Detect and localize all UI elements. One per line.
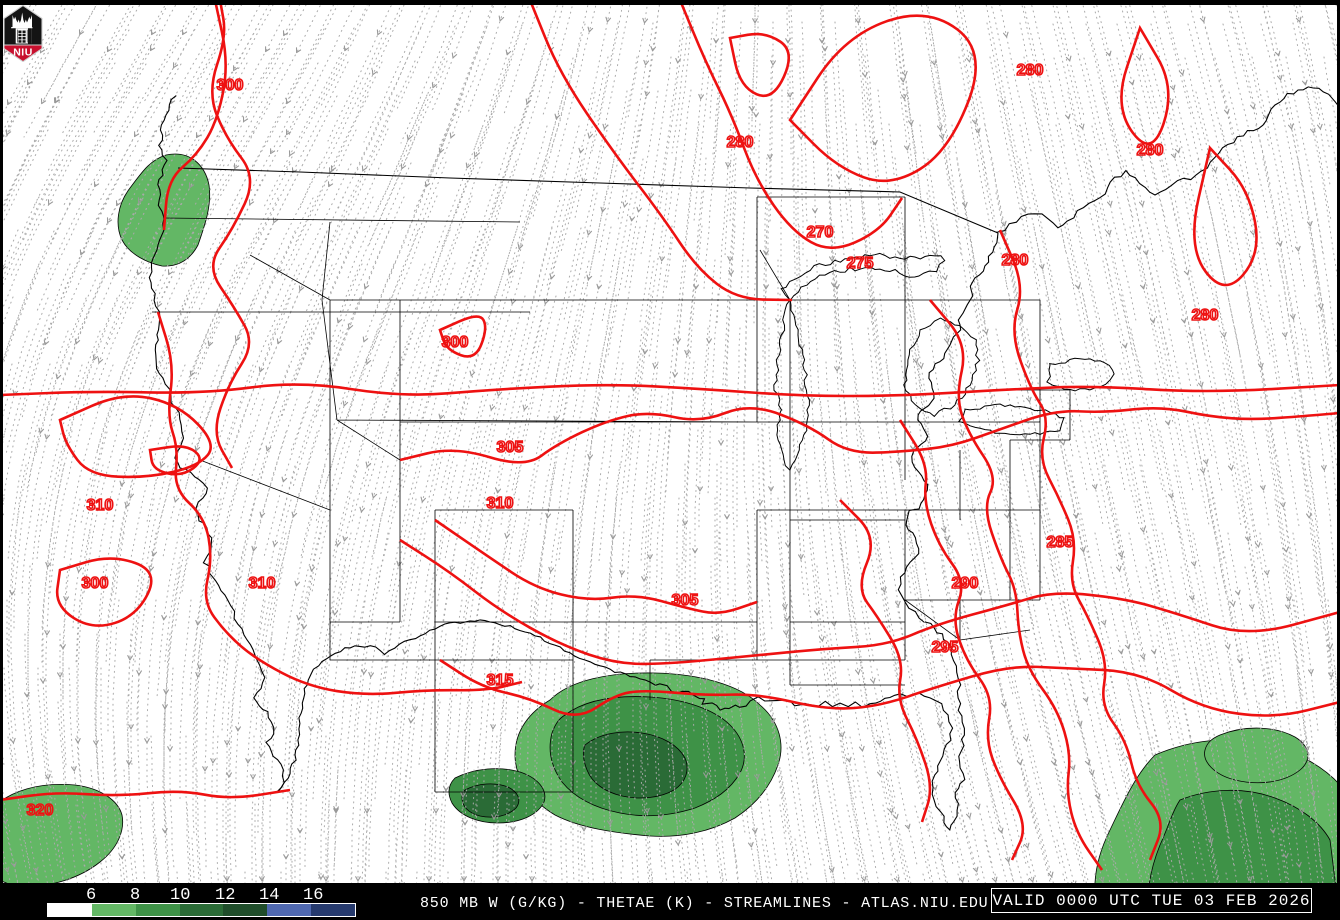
svg-text:305: 305 (497, 439, 524, 456)
svg-text:295: 295 (932, 639, 959, 656)
svg-text:280: 280 (1137, 142, 1164, 159)
svg-text:280: 280 (1002, 252, 1029, 269)
svg-text:320: 320 (27, 802, 54, 819)
svg-text:300: 300 (217, 77, 244, 94)
svg-text:280: 280 (1192, 307, 1219, 324)
svg-text:310: 310 (487, 495, 514, 512)
svg-text:300: 300 (442, 334, 469, 351)
svg-text:280: 280 (727, 134, 754, 151)
svg-text:300: 300 (82, 575, 109, 592)
svg-text:270: 270 (807, 224, 834, 241)
svg-text:280: 280 (1017, 62, 1044, 79)
svg-text:285: 285 (1047, 534, 1074, 551)
svg-text:310: 310 (87, 497, 114, 514)
svg-text:290: 290 (952, 575, 979, 592)
svg-text:310: 310 (249, 575, 276, 592)
svg-text:305: 305 (672, 592, 699, 609)
svg-text:275: 275 (847, 255, 874, 272)
svg-text:NIU: NIU (13, 47, 33, 59)
svg-text:315: 315 (487, 672, 514, 689)
